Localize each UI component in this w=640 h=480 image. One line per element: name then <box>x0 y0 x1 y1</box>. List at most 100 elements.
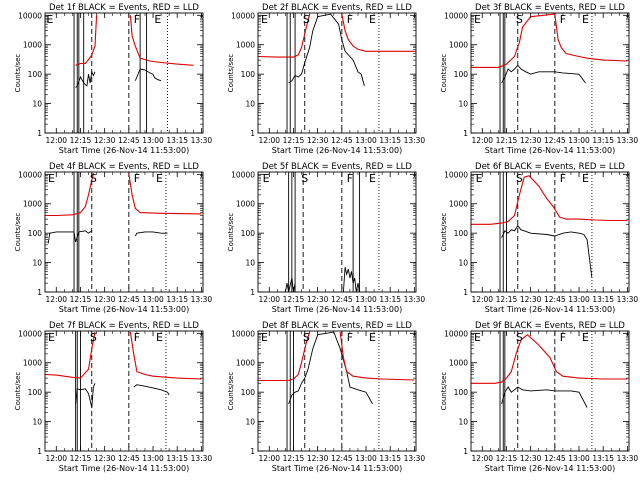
y-axis-label: Counts/sec <box>227 54 235 93</box>
y-tick-label: 10000 <box>444 170 468 179</box>
event-marker-label: S <box>303 13 310 26</box>
x-tick-label: 12:45 <box>118 295 140 304</box>
x-tick-label: 12:30 <box>94 454 116 463</box>
plot-area <box>284 172 380 292</box>
y-tick-label: 10000 <box>231 170 255 179</box>
y-tick-label: 100 <box>241 70 256 79</box>
x-tick-label: 13:00 <box>568 136 590 145</box>
x-tick-label: 12:45 <box>331 295 353 304</box>
event-marker-label: E <box>48 172 55 185</box>
panel-det-8: Det 8f BLACK = Events, RED = LLD Counts/s… <box>227 321 425 473</box>
lld-series-line <box>471 333 628 384</box>
lld-series-line <box>258 13 311 58</box>
x-tick-label: 13:00 <box>142 454 164 463</box>
lld-series-line <box>129 332 202 380</box>
y-tick-label: 100 <box>241 229 256 238</box>
x-tick-label: 12:45 <box>544 136 566 145</box>
x-tick-label: 13:15 <box>592 295 614 304</box>
x-tick-label: 13:30 <box>617 136 639 145</box>
x-tick-label: 12:15 <box>70 454 92 463</box>
y-tick-label: 1000 <box>23 41 42 50</box>
event-marker-label: F <box>134 331 140 344</box>
plot-frame <box>44 330 204 452</box>
x-tick-label: 13:30 <box>191 295 213 304</box>
y-axis-label: Counts/sec <box>14 54 22 93</box>
y-tick-label: 100 <box>454 70 469 79</box>
panel-title: Det 4f BLACK = Events, RED = LLD <box>49 162 199 172</box>
plot-frame <box>470 171 630 293</box>
y-tick-label: 100 <box>454 229 469 238</box>
events-series-line <box>134 68 162 82</box>
y-tick-label: 1000 <box>236 41 255 50</box>
x-tick-label: 12:30 <box>307 454 329 463</box>
x-tick-label: 12:00 <box>471 295 493 304</box>
y-tick-label: 1000 <box>449 41 468 50</box>
x-axis-label: Start Time (26-Nov-14 11:53:00) <box>272 464 402 473</box>
y-tick-label: 1 <box>37 447 42 456</box>
y-tick-label: 10000 <box>18 11 42 20</box>
event-marker-label: E <box>369 172 376 185</box>
x-tick-label: 13:30 <box>404 454 426 463</box>
plot-area <box>45 331 202 451</box>
event-marker-label: F <box>560 331 566 344</box>
event-marker-label: E <box>582 331 589 344</box>
y-axis-label: Counts/sec <box>14 213 22 252</box>
x-tick-label: 12:45 <box>331 136 353 145</box>
y-tick-label: 10000 <box>231 11 255 20</box>
x-tick-label: 13:00 <box>568 295 590 304</box>
x-tick-label: 12:15 <box>283 295 305 304</box>
y-tick-label: 10000 <box>231 329 255 338</box>
event-marker-label: S <box>90 172 97 185</box>
y-tick-label: 1000 <box>449 200 468 209</box>
event-marker-label: F <box>347 13 353 26</box>
x-tick-label: 12:00 <box>258 295 280 304</box>
lld-series-line <box>45 172 94 217</box>
y-axis-label: Counts/sec <box>227 213 235 252</box>
x-tick-label: 12:45 <box>118 454 140 463</box>
lld-series-line <box>128 173 202 215</box>
events-series-line <box>501 64 586 84</box>
x-axis-label: Start Time (26-Nov-14 11:53:00) <box>272 146 402 155</box>
x-tick-label: 13:15 <box>379 454 401 463</box>
y-tick-label: 1000 <box>236 200 255 209</box>
event-marker-label: E <box>369 13 376 26</box>
event-marker-label: E <box>476 172 483 185</box>
events-series-line <box>47 230 93 244</box>
event-marker-label: E <box>474 331 481 344</box>
y-tick-label: 10000 <box>18 329 42 338</box>
panel-det-4: Det 4f BLACK = Events, RED = LLD Counts/s… <box>14 162 212 314</box>
event-marker-label: S <box>516 13 523 26</box>
y-axis-label: Counts/sec <box>440 372 448 411</box>
event-marker-label: E <box>46 13 53 26</box>
y-tick-label: 1 <box>37 129 42 138</box>
events-series-line <box>288 13 365 87</box>
lld-series-line <box>75 15 98 66</box>
x-tick-label: 13:15 <box>166 454 188 463</box>
x-tick-label: 12:00 <box>45 454 67 463</box>
y-tick-label: 1 <box>250 447 255 456</box>
events-series-line <box>288 331 373 405</box>
x-tick-label: 12:00 <box>45 136 67 145</box>
panel-title: Det 2f BLACK = Events, RED = LLD <box>262 3 412 13</box>
lld-series-line <box>471 175 628 225</box>
x-tick-label: 13:15 <box>166 136 188 145</box>
x-tick-label: 12:15 <box>496 295 518 304</box>
events-series-line <box>342 267 361 292</box>
y-tick-label: 100 <box>28 229 43 238</box>
x-tick-label: 13:30 <box>191 454 213 463</box>
x-tick-label: 12:45 <box>544 454 566 463</box>
event-marker-label: F <box>560 172 566 185</box>
y-axis-label: Counts/sec <box>440 54 448 93</box>
panel-title: Det 9f BLACK = Events, RED = LLD <box>475 321 625 331</box>
panel-title: Det 3f BLACK = Events, RED = LLD <box>475 3 625 13</box>
y-tick-label: 100 <box>454 388 469 397</box>
plot-frame <box>44 12 204 134</box>
events-series-line <box>75 383 96 408</box>
panel-det-2: Det 2f BLACK = Events, RED = LLD Counts/s… <box>227 3 425 155</box>
event-marker-label: S <box>301 172 308 185</box>
y-tick-label: 1 <box>250 129 255 138</box>
lld-series-line <box>258 331 311 382</box>
plot-area <box>45 172 202 292</box>
y-tick-label: 1 <box>463 288 468 297</box>
y-tick-label: 10 <box>458 259 468 268</box>
